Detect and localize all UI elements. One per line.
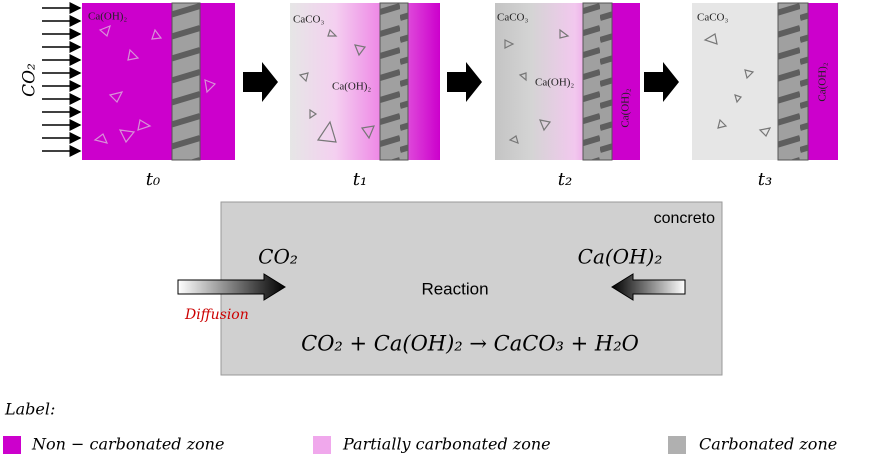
equation: CO₂ + Ca(OH)₂ → CaCO₃ + H₂O (301, 332, 639, 356)
time-label: t₁ (353, 169, 367, 190)
panel-label: CaCO₃ (697, 12, 729, 24)
diffusion-arrow (177, 273, 286, 301)
rebar-ribs (380, 3, 408, 160)
panel-label: Ca(OH)₂ (817, 62, 829, 101)
aggregates (298, 28, 375, 143)
diffusion-label: Diffusion (184, 307, 249, 323)
zone (612, 3, 640, 160)
co2-arrows (42, 2, 82, 157)
legend-swatch (3, 436, 21, 454)
rebar-ribs (583, 3, 612, 160)
time-label: t₃ (758, 169, 772, 190)
step-arrow (243, 62, 278, 102)
rebar-ribs (778, 3, 808, 160)
zone (808, 3, 838, 160)
reactant-left: CO₂ (258, 245, 298, 269)
zone (290, 3, 440, 160)
panel: CaCO₃ Ca(OH)₂ Ca(OH)₂ (495, 2, 640, 161)
legend-title: Label: (4, 400, 55, 419)
aggregates (93, 24, 217, 144)
zone (82, 3, 235, 160)
legend-swatch (313, 436, 331, 454)
step-arrow (447, 62, 482, 102)
time-label: t₀ (146, 169, 160, 190)
aggregates (703, 33, 772, 138)
reactant-right: Ca(OH)₂ (578, 245, 663, 269)
rebar-ribs (172, 3, 200, 160)
panel-label: Ca(OH)₂ (332, 81, 371, 93)
panel-label: Ca(OH)₂ (535, 77, 574, 89)
reaction-title: Reaction (421, 279, 488, 298)
panel: Ca(OH)₂ (82, 2, 235, 161)
medium-label: concreto (654, 210, 715, 227)
panel-label: CaCO₃ (293, 14, 325, 26)
panel-label: CaCO₃ (497, 12, 529, 24)
aggregates (504, 28, 570, 144)
legend-label: Carbonated zone (699, 435, 837, 454)
legend-label: Partially carbonated zone (342, 435, 551, 454)
panel-label: Ca(OH)₂ (88, 11, 127, 23)
supply-arrow (611, 273, 686, 301)
panel-label: Ca(OH)₂ (620, 88, 632, 127)
panel: CaCO₃ Ca(OH)₂ (290, 2, 440, 161)
co2-label: CO₂ (20, 63, 40, 97)
legend-swatch (668, 436, 686, 454)
step-arrow (644, 62, 679, 102)
time-label: t₂ (558, 169, 572, 190)
panel: CaCO₃ Ca(OH)₂ (692, 2, 838, 161)
legend-label: Non − carbonated zone (31, 435, 224, 454)
